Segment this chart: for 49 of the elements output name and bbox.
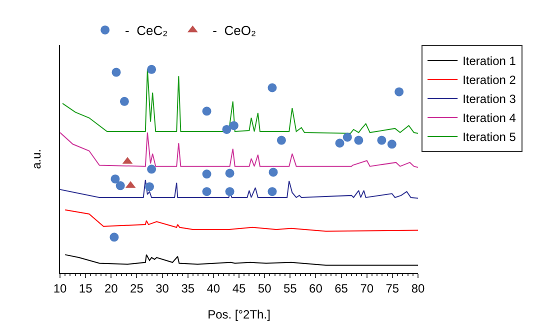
legend-label: - CeO₂ (212, 23, 256, 38)
x-tick-label: 15 (78, 281, 93, 296)
point (268, 83, 277, 92)
point (202, 170, 212, 179)
x-axis-title: Pos. [°2Th.] (208, 307, 270, 322)
legend-label: Iteration 1 (462, 54, 516, 68)
x-tick-label: 70 (360, 281, 374, 296)
x-tick-label: 25 (130, 281, 144, 296)
point (354, 136, 364, 145)
point (112, 68, 121, 77)
point (116, 181, 125, 190)
point (229, 121, 238, 130)
point (377, 136, 386, 145)
point (222, 124, 232, 134)
point (225, 187, 234, 196)
point (110, 174, 120, 184)
legend-label: Iteration 4 (462, 111, 516, 126)
point (387, 140, 396, 149)
x-tick-label: 60 (309, 281, 323, 296)
point (342, 132, 352, 142)
x-tick-label: 55 (283, 281, 298, 296)
x-tick-label: 30 (156, 281, 170, 296)
x-tick-label: 10 (53, 281, 67, 296)
point (147, 64, 156, 74)
point (202, 187, 212, 196)
point (335, 138, 344, 148)
point (145, 182, 154, 192)
legend-label: - CeC₂ (125, 23, 168, 38)
x-tick-label: 20 (104, 281, 118, 296)
point (268, 187, 277, 196)
x-tick-label: 40 (206, 281, 220, 296)
x-tick-label: 35 (181, 281, 195, 296)
y-axis-title: a.u. (29, 148, 44, 170)
point (225, 168, 234, 178)
point (202, 106, 212, 116)
x-tick-label: 65 (334, 281, 348, 296)
x-tick-label: 45 (232, 281, 246, 296)
point (120, 96, 129, 106)
point (147, 164, 156, 174)
point (276, 136, 286, 145)
point (268, 168, 278, 177)
legend-label: Iteration 5 (462, 130, 516, 144)
point (110, 232, 119, 242)
point (394, 87, 404, 96)
x-tick-label: 80 (411, 281, 425, 296)
x-tick-label: 75 (386, 281, 400, 296)
x-tick-label: 50 (258, 281, 272, 296)
legend-label: Iteration 3 (462, 92, 516, 106)
legend-label: Iteration 2 (462, 73, 516, 88)
